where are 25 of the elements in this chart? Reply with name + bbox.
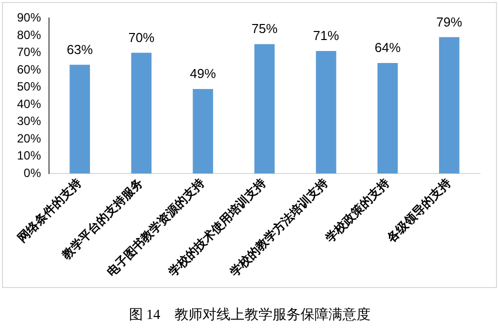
bar: [316, 50, 336, 174]
bar: [70, 64, 90, 174]
bar: [377, 63, 398, 174]
bar: [192, 88, 214, 174]
data-label: 49%: [190, 66, 216, 82]
y-tick-label: 20%: [16, 131, 42, 146]
bar: [439, 37, 460, 174]
y-tick-label: 80%: [16, 28, 42, 42]
data-label: 70%: [128, 30, 155, 45]
y-tick-label: 60%: [16, 62, 42, 76]
y-tick-label: 40%: [16, 96, 42, 111]
y-tick-label: 10%: [16, 148, 42, 163]
y-tick-label: 30%: [16, 114, 42, 128]
data-label: 79%: [436, 14, 463, 30]
y-tick-label: 70%: [16, 45, 42, 60]
data-label: 71%: [313, 28, 340, 44]
y-tick-label: 0%: [24, 166, 42, 180]
data-label: 63%: [66, 42, 94, 57]
y-tick-label: 50%: [16, 80, 42, 94]
text: 图 14 教师对线上教学服务保障满意度: [128, 306, 372, 324]
bar: [131, 52, 152, 174]
y-tick-label: 90%: [16, 10, 42, 25]
bar: [254, 44, 275, 174]
data-label: 64%: [374, 40, 402, 56]
data-label: 75%: [251, 21, 278, 36]
